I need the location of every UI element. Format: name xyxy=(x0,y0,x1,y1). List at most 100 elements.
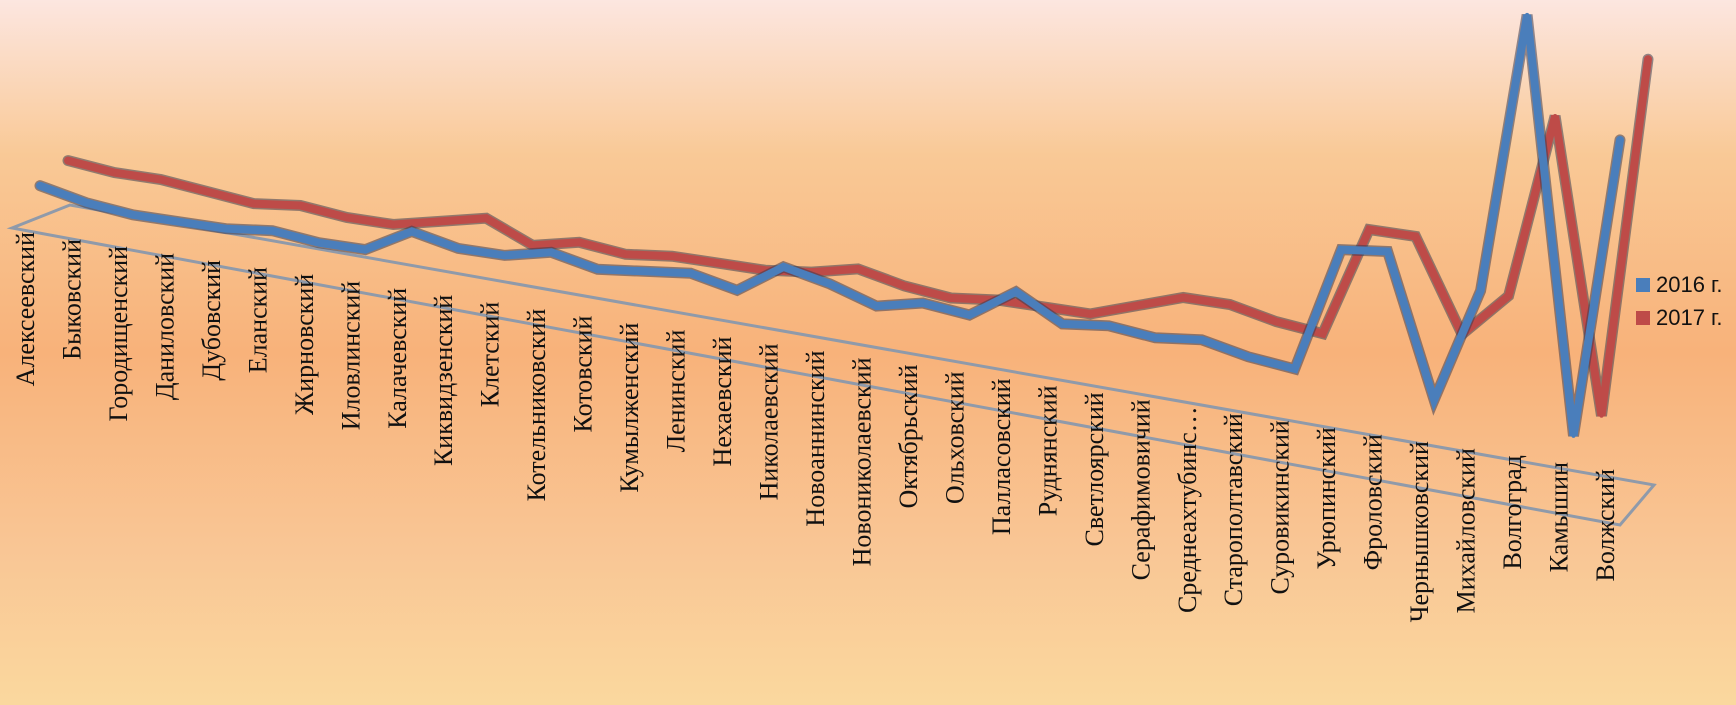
point-2017-24 xyxy=(1181,295,1186,300)
x-tick-label: Киквидзенский xyxy=(429,295,458,466)
point-2016-21 xyxy=(1013,289,1018,294)
legend-item-2017: 2017 г. xyxy=(1636,301,1723,334)
point-2016-2 xyxy=(130,212,135,217)
point-2016-32 xyxy=(1525,12,1530,17)
point-2016-9 xyxy=(456,246,461,251)
series-shadow-2016 xyxy=(34,13,1626,437)
legend-label-2017: 2017 г. xyxy=(1656,304,1723,330)
x-tick-label: Городищенский xyxy=(104,246,133,422)
point-2017-5 xyxy=(298,203,303,208)
legend: 2016 г. 2017 г. xyxy=(1636,268,1723,334)
point-2017-0 xyxy=(66,158,70,163)
point-2016-8 xyxy=(409,229,414,234)
point-2017-18 xyxy=(902,284,907,288)
x-tick-label: Ленинский xyxy=(662,330,691,453)
point-2016-11 xyxy=(549,250,554,255)
point-2017-14 xyxy=(716,261,721,266)
point-2016-31 xyxy=(1478,288,1483,293)
point-2016-24 xyxy=(1153,335,1158,340)
x-tick-label: Котовский xyxy=(569,316,598,433)
x-tick-label: Камышин xyxy=(1545,462,1574,572)
x-tick-label: Суровикинский xyxy=(1266,420,1295,594)
x-tick-label: Руднянский xyxy=(1033,385,1062,516)
point-2017-9 xyxy=(484,216,489,221)
x-tick-label: Кумылженский xyxy=(615,323,644,493)
point-2017-25 xyxy=(1227,302,1232,307)
x-tick-label: Новониколаевский xyxy=(848,357,877,566)
x-tick-label: Нехаевский xyxy=(708,337,737,467)
x-tick-label: Серафимовичий xyxy=(1126,399,1155,580)
point-2016-1 xyxy=(84,200,89,205)
legend-swatch-2016 xyxy=(1636,277,1650,292)
x-tick-label: Иловлинский xyxy=(336,281,365,431)
point-2016-10 xyxy=(502,253,507,258)
point-2017-19 xyxy=(948,296,953,300)
floor-outline xyxy=(6,203,1657,527)
point-2017-32 xyxy=(1553,114,1558,118)
point-2017-23 xyxy=(1134,303,1139,308)
point-2016-19 xyxy=(920,301,925,305)
x-tick-label: Котельниковский xyxy=(522,309,551,502)
x-tick-label: Клетский xyxy=(476,302,505,408)
x-tick-label: Урюпинский xyxy=(1312,427,1341,569)
point-2017-11 xyxy=(577,240,582,245)
point-2017-17 xyxy=(856,266,860,271)
x-tick-label: Николаевский xyxy=(755,343,784,500)
point-2017-13 xyxy=(670,254,675,259)
x-tick-label: Старополтавский xyxy=(1219,413,1248,606)
point-2017-1 xyxy=(112,170,117,175)
point-2016-18 xyxy=(874,304,879,309)
point-2016-28 xyxy=(1339,247,1344,252)
category-labels: Алексеевский Быковский Городищенский Данило… xyxy=(11,232,1620,622)
x-tick-label: Дубовский xyxy=(197,260,226,381)
point-2016-30 xyxy=(1432,397,1437,402)
point-2017-27 xyxy=(1320,331,1325,336)
point-2016-4 xyxy=(223,226,228,231)
point-2016-26 xyxy=(1246,354,1251,359)
point-2017-34 xyxy=(1646,57,1650,62)
point-2016-23 xyxy=(1106,323,1111,328)
x-tick-label: Среднеахтубинс… xyxy=(1173,406,1202,613)
point-2017-4 xyxy=(251,201,256,206)
point-2016-0 xyxy=(38,183,42,188)
point-2017-10 xyxy=(530,243,535,248)
point-2017-33 xyxy=(1599,413,1604,418)
point-2017-28 xyxy=(1367,227,1372,232)
point-2016-16 xyxy=(781,264,786,269)
point-2017-29 xyxy=(1413,234,1418,239)
point-2016-12 xyxy=(595,267,600,272)
point-2016-14 xyxy=(688,271,693,276)
x-tick-label: Быковский xyxy=(58,239,87,360)
point-2017-3 xyxy=(205,189,210,194)
point-2016-6 xyxy=(316,240,321,245)
point-2017-26 xyxy=(1274,319,1279,324)
chart-floor xyxy=(6,203,1657,527)
x-tick-label: Фроловский xyxy=(1359,434,1388,570)
point-2016-7 xyxy=(363,247,368,252)
x-tick-label: Октябрьский xyxy=(894,364,923,508)
series-line-2016 xyxy=(36,14,1624,437)
point-2016-20 xyxy=(967,313,972,317)
x-tick-label: Алексеевский xyxy=(11,232,40,386)
series-layer xyxy=(34,12,1654,438)
point-2016-33 xyxy=(1571,433,1576,438)
x-tick-label: Калачевский xyxy=(383,288,412,429)
point-2016-3 xyxy=(177,219,182,224)
x-tick-label: Еланский xyxy=(243,267,272,373)
point-2017-12 xyxy=(623,252,628,257)
legend-item-2016: 2016 г. xyxy=(1636,268,1723,301)
point-2016-15 xyxy=(735,288,740,293)
point-2017-7 xyxy=(391,222,396,227)
point-2017-8 xyxy=(437,219,442,224)
point-2016-13 xyxy=(642,269,647,274)
x-tick-label: Палласовский xyxy=(987,378,1016,535)
point-2016-17 xyxy=(828,282,832,286)
x-tick-label: Новоаннинский xyxy=(801,350,830,526)
point-2016-34 xyxy=(1618,137,1622,142)
point-2017-2 xyxy=(158,177,163,182)
legend-swatch-2017 xyxy=(1636,310,1650,325)
point-2017-31 xyxy=(1506,293,1511,298)
x-tick-label: Волгоград xyxy=(1498,455,1527,569)
x-tick-label: Жирновский xyxy=(290,274,319,415)
